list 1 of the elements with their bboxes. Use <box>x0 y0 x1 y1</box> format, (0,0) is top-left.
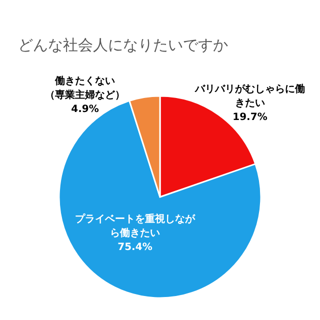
title: どんな社会人になりたいですか <box>18 36 228 54</box>
